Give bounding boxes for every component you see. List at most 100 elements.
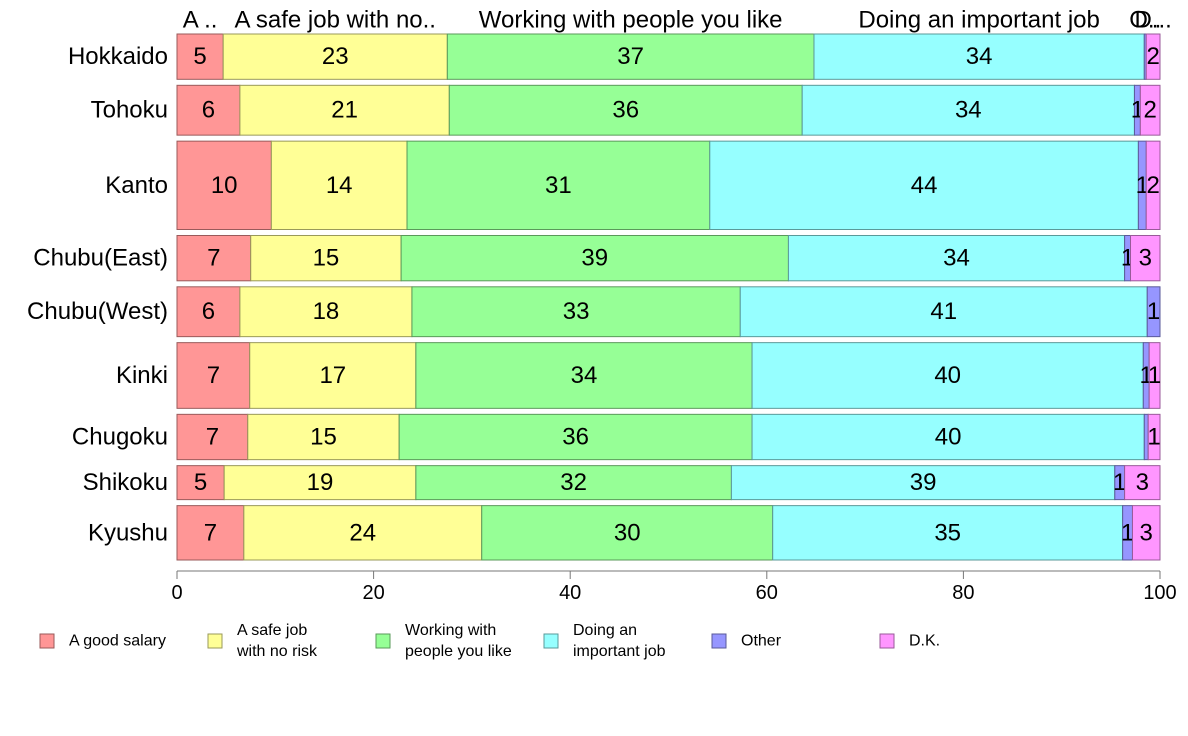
data-label: 32 — [560, 469, 587, 496]
legend-swatch — [711, 633, 727, 649]
data-label: 1 — [1121, 519, 1134, 546]
legend-item: Working with people you like — [375, 622, 512, 660]
bar-row: Hokkaido 5 23 37 34 2 — [68, 33, 1161, 80]
legend-swatch — [879, 633, 895, 649]
data-label: 39 — [581, 245, 608, 272]
category-label: Kanto — [105, 172, 168, 199]
data-label: 7 — [204, 519, 217, 546]
data-label: 36 — [562, 423, 589, 450]
bar-segment — [813, 33, 1145, 80]
bar-segment — [415, 342, 753, 409]
data-label: 1 — [1147, 298, 1160, 325]
data-label: 35 — [934, 519, 961, 546]
bar-segment — [1148, 342, 1161, 409]
x-tick-label: 80 — [952, 582, 974, 604]
data-label: 30 — [614, 519, 641, 546]
bar-segment — [222, 33, 448, 80]
bar-segment — [250, 234, 402, 282]
data-label: 6 — [202, 298, 215, 325]
x-tick-label: 40 — [559, 582, 581, 604]
category-label: Chubu(West) — [27, 298, 168, 325]
top-series-label: O.. — [1129, 7, 1161, 34]
bar-segment — [176, 140, 272, 230]
bar-segment — [176, 286, 241, 338]
bar-segment — [709, 140, 1139, 230]
data-label: 34 — [966, 43, 993, 70]
data-label: 37 — [617, 43, 644, 70]
category-label: Chugoku — [72, 423, 168, 450]
data-label: 39 — [910, 469, 937, 496]
x-tick-label: 20 — [362, 582, 384, 604]
data-label: 34 — [943, 245, 970, 272]
x-axis: 0 20 40 60 80 100 — [171, 570, 1177, 604]
bar-segment — [176, 234, 252, 282]
data-label: 23 — [322, 43, 349, 70]
legend-label: D.K. — [909, 633, 940, 650]
legend-label: A safe job — [237, 622, 307, 639]
data-label: 15 — [313, 245, 340, 272]
bar-row: Kyushu 7 24 30 35 1 3 — [88, 505, 1161, 561]
legend-label: A good salary — [69, 633, 166, 650]
bar-segment — [739, 286, 1148, 338]
legend-swatch — [543, 633, 559, 649]
bar-segment — [772, 505, 1124, 561]
bar-segment — [448, 84, 803, 136]
bar-segment — [446, 33, 815, 80]
data-label: 40 — [934, 362, 961, 389]
legend-label: Doing an — [573, 622, 637, 639]
data-label: 5 — [193, 43, 206, 70]
category-label: Shikoku — [83, 469, 168, 496]
data-label: 1 — [1147, 423, 1160, 450]
data-label: 3 — [1139, 245, 1152, 272]
data-label: 5 — [194, 469, 207, 496]
top-series-label: A .. — [183, 7, 218, 34]
data-label: 2 — [1146, 43, 1159, 70]
bar-row: Shikoku 5 19 32 39 1 3 — [83, 465, 1161, 501]
legend: A good salary A safe job with no risk Worki… — [39, 622, 940, 660]
data-label: 40 — [935, 423, 962, 450]
x-tick-label: 0 — [171, 582, 182, 604]
data-label: 31 — [545, 172, 572, 199]
bar-segment — [239, 286, 413, 338]
category-label: Tohoku — [91, 97, 168, 124]
bar-segment — [415, 465, 732, 501]
data-label: 3 — [1140, 519, 1153, 546]
data-label: 1 — [1113, 469, 1126, 496]
data-label: 24 — [349, 519, 376, 546]
bar-segment — [730, 465, 1116, 501]
legend-item: A safe job with no risk — [207, 622, 318, 660]
bar-segment — [243, 505, 483, 561]
data-label: 2 — [1146, 172, 1159, 199]
category-label: Chubu(East) — [33, 245, 168, 272]
bar-segment — [1139, 84, 1161, 136]
data-label: 7 — [207, 362, 220, 389]
legend-label: important job — [573, 643, 666, 660]
legend-swatch — [39, 633, 55, 649]
legend-item: D.K. — [879, 633, 940, 650]
bar-segment — [176, 84, 241, 136]
data-label: 7 — [207, 245, 220, 272]
bar-segment — [176, 342, 251, 409]
bar-segment — [176, 465, 225, 501]
bar-segment — [398, 413, 753, 461]
bar-segment — [406, 140, 711, 230]
category-label: Kinki — [116, 362, 168, 389]
bar-segment — [400, 234, 789, 282]
bar-segment — [176, 505, 245, 561]
data-label: 17 — [319, 362, 346, 389]
bar-segment — [801, 84, 1135, 136]
legend-label: people you like — [405, 643, 512, 660]
data-label: 34 — [955, 97, 982, 124]
bar-row: Kinki 7 17 34 40 11 — [116, 342, 1161, 409]
bar-segment — [751, 342, 1144, 409]
bar-row: Kanto 10 14 31 44 12 — [105, 140, 1161, 230]
bar-segment — [481, 505, 774, 561]
data-label: 2 — [1143, 97, 1156, 124]
bar-segment — [1145, 33, 1161, 80]
bar-row: Chubu(East) 7 15 39 34 1 3 — [33, 234, 1161, 282]
data-label: 15 — [310, 423, 337, 450]
top-series-label: Working with people you like — [479, 7, 783, 34]
bar-row: Chugoku 7 15 36 40 1 — [72, 413, 1161, 461]
